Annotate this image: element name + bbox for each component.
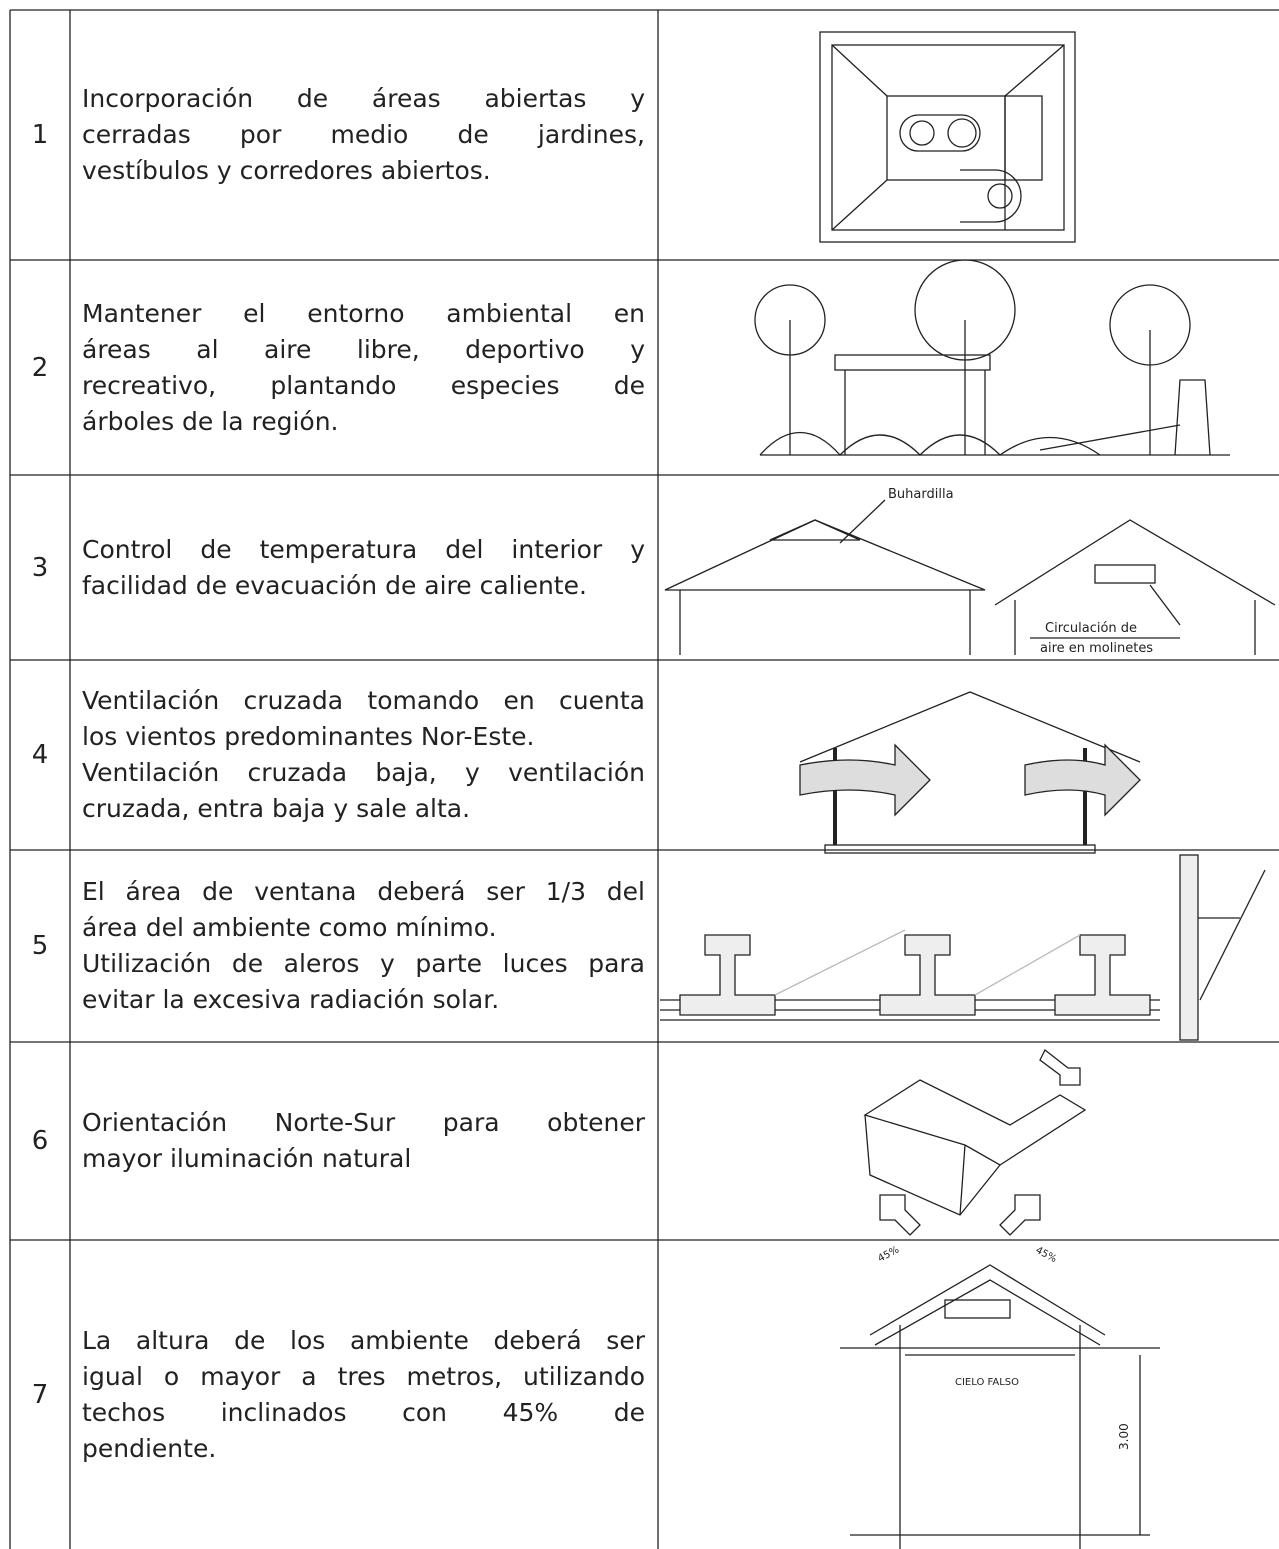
row-number: 3 <box>31 552 49 583</box>
row-text: Incorporación de áreas abiertas y cerrada… <box>82 10 645 260</box>
text-line: La altura de los ambiente deberá ser <box>82 1325 645 1355</box>
row-text: Mantener el entorno ambiental en áreas al… <box>82 260 645 475</box>
drawing-label: 45% <box>876 1244 901 1264</box>
drawing-label: aire en molinetes <box>1040 641 1153 656</box>
row-number: 2 <box>31 352 49 383</box>
trees-drawing <box>754 259 1230 456</box>
text-line: evitar la excesiva radiación solar. <box>82 985 500 1014</box>
orientation-drawing <box>863 1048 1087 1236</box>
row-number: 6 <box>31 1126 49 1156</box>
text-line: Incorporación de áreas abiertas y <box>82 84 645 113</box>
row-number: 5 <box>31 931 49 961</box>
text-line: Orientación Norte-Sur para obtener <box>82 1108 645 1137</box>
text-line: Ventilación cruzada baja, y ventilación <box>82 758 645 787</box>
row-number: 7 <box>31 1379 49 1410</box>
drawing-label: 45% <box>1034 1245 1059 1265</box>
row-text: Orientación Norte-Sur para obtener mayor … <box>82 1042 645 1240</box>
text-line: Mantener el entorno ambiental en <box>82 298 645 328</box>
text-line: Ventilación cruzada tomando en cuenta <box>82 686 645 715</box>
text-line: árboles de la región. <box>82 406 339 436</box>
grid <box>9 9 1279 1549</box>
row-text: Ventilación cruzada tomando en cuenta los… <box>82 660 645 850</box>
text-line: techos inclinados con 45% de <box>82 1397 645 1427</box>
window-drawing <box>660 854 1266 1041</box>
row-text: El área de ventana deberá ser 1/3 del áre… <box>82 850 645 1042</box>
ventilation-drawing <box>799 691 1141 854</box>
drawing-label: Buhardilla <box>888 487 954 502</box>
row-text: La altura de los ambiente deberá ser igua… <box>82 1240 645 1549</box>
plan-drawing <box>819 31 1076 243</box>
row-text: Control de temperatura del interior y fac… <box>82 475 645 660</box>
text-line: vestíbulos y corredores abiertos. <box>82 156 491 185</box>
text-line: Utilización de aleros y parte luces para <box>82 949 645 978</box>
text-line: área del ambiente como mínimo. <box>82 913 497 942</box>
row-number: 1 <box>31 120 49 150</box>
text-line: mayor iluminación natural <box>82 1144 412 1173</box>
drawing-label: CIELO FALSO <box>955 1377 1019 1388</box>
text-line: El área de ventana deberá ser 1/3 del <box>82 877 645 906</box>
text-line: cerradas por medio de jardines, <box>82 120 645 149</box>
section-drawing: 45% 45% CIELO FALSO 3.00 <box>840 1244 1160 1549</box>
drawing-label: 3.00 <box>1117 1423 1131 1450</box>
text-line: recreativo, plantando especies de <box>82 370 645 400</box>
text-line: Control de temperatura del interior y <box>82 534 645 564</box>
text-line: igual o mayor a tres metros, utilizando <box>82 1361 645 1391</box>
text-line: facilidad de evacuación de aire caliente… <box>82 570 587 600</box>
text-line: áreas al aire libre, deportivo y <box>82 334 645 364</box>
text-line: los vientos predominantes Nor-Este. <box>82 722 535 751</box>
text-line: cruzada, entra baja y sale alta. <box>82 794 471 823</box>
drawing-label: Circulación de <box>1045 621 1137 636</box>
roof-drawing: Buhardilla Circulación de aire en moline… <box>664 487 1276 656</box>
text-line: pendiente. <box>82 1433 217 1463</box>
row-number: 4 <box>31 740 49 770</box>
